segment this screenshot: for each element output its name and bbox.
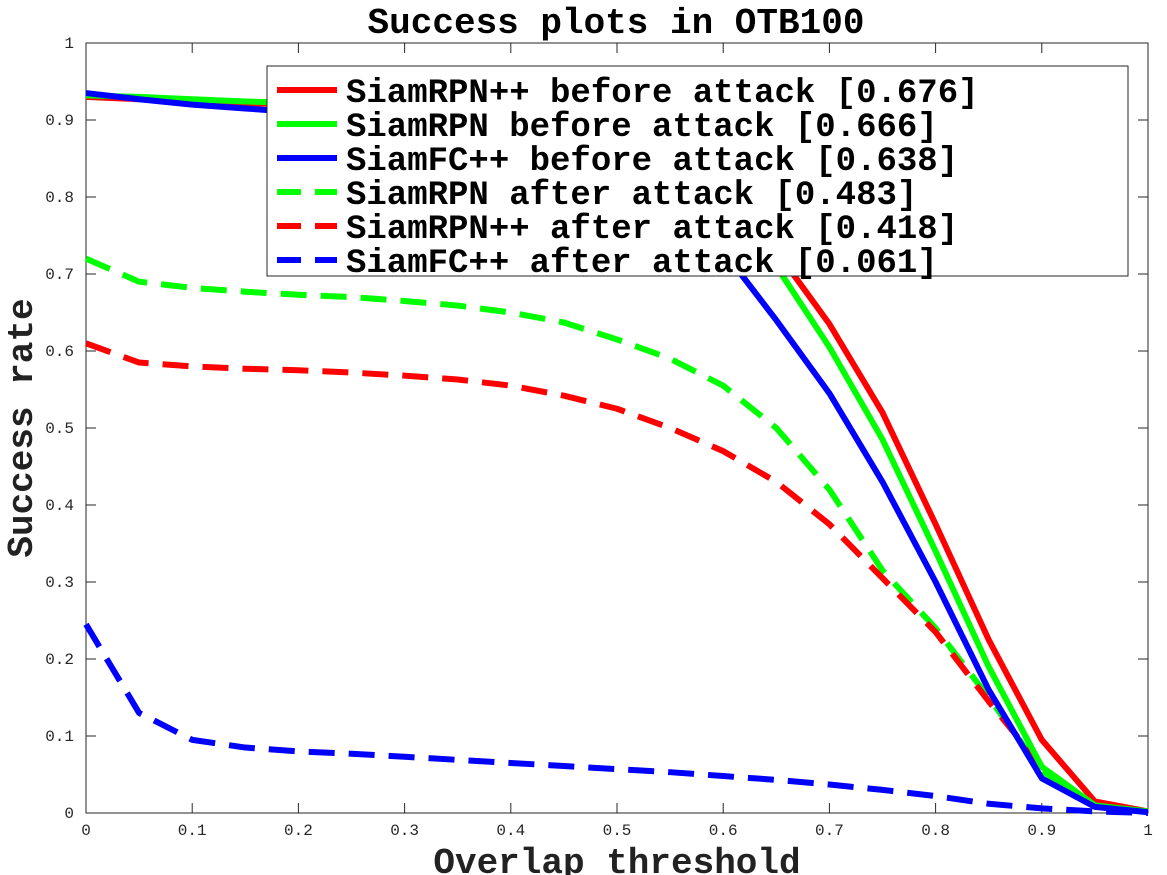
x-axis-label: Overlap threshold	[433, 843, 800, 875]
legend-label-4: SiamRPN++ after attack [0.418]	[346, 211, 958, 249]
x-tick-label-0: 0	[81, 822, 91, 840]
x-tick-label-8: 0.8	[921, 822, 950, 840]
x-tick-label-3: 0.3	[390, 822, 419, 840]
y-tick-label-0: 0	[64, 805, 74, 823]
y-tick-label-3: 0.3	[45, 574, 74, 592]
y-tick-label-5: 0.5	[45, 420, 74, 438]
legend-label-1: SiamRPN before attack [0.666]	[346, 109, 938, 147]
x-tick-label-1: 0.1	[178, 822, 207, 840]
series-line-4	[84, 340, 1149, 815]
y-tick-label-6: 0.6	[45, 343, 74, 361]
y-tick-label-4: 0.4	[45, 497, 74, 515]
x-tick-label-2: 0.2	[284, 822, 313, 840]
y-tick-label-10: 1	[64, 35, 74, 53]
y-tick-label-1: 0.1	[45, 728, 74, 746]
x-tick-label-5: 0.5	[603, 822, 632, 840]
x-tick-label-6: 0.6	[709, 822, 738, 840]
x-tick-label-7: 0.7	[815, 822, 844, 840]
y-axis-label: Success rate	[2, 298, 43, 557]
x-tick-label-4: 0.4	[496, 822, 525, 840]
legend-label-2: SiamFC++ before attack [0.638]	[346, 143, 958, 181]
chart-title: Success plots in OTB100	[368, 3, 865, 44]
y-tick-label-2: 0.2	[45, 651, 74, 669]
x-tick-label-10: 1	[1143, 822, 1153, 840]
legend: SiamRPN++ before attack [0.676]SiamRPN b…	[266, 65, 1129, 283]
axis-ticks: 0 0.1 0.2 0.3 0.4 0.5 0.6 0.7 0.8 0.9 1 0 0.1 0.2 0.3 0…	[45, 35, 1153, 840]
series-line-3	[84, 255, 1149, 815]
y-tick-label-8: 0.8	[45, 189, 74, 207]
legend-label-3: SiamRPN after attack [0.483]	[346, 177, 917, 215]
series-line-5	[83, 622, 1149, 816]
legend-box	[266, 65, 1129, 277]
x-tick-label-9: 0.9	[1027, 822, 1056, 840]
legend-label-0: SiamRPN++ before attack [0.676]	[346, 75, 979, 113]
y-tick-label-7: 0.7	[45, 266, 74, 284]
legend-label-5: SiamFC++ after attack [0.061]	[346, 245, 938, 283]
y-tick-label-9: 0.9	[45, 112, 74, 130]
